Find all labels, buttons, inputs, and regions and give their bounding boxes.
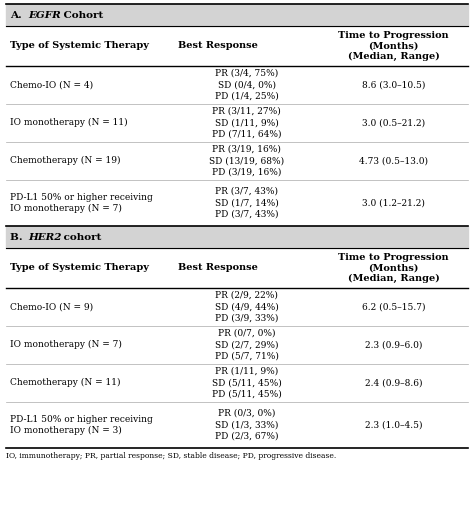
Text: Time to Progression
(Months)
(Median, Range): Time to Progression (Months) (Median, Ra… bbox=[338, 253, 449, 283]
Text: PR (0/3, 0%): PR (0/3, 0%) bbox=[218, 409, 275, 418]
Text: SD (0/4, 0%): SD (0/4, 0%) bbox=[218, 80, 275, 89]
Text: SD (1/11, 9%): SD (1/11, 9%) bbox=[215, 118, 278, 127]
Text: Best Response: Best Response bbox=[178, 41, 258, 51]
Text: 8.6 (3.0–10.5): 8.6 (3.0–10.5) bbox=[362, 80, 425, 89]
Text: 6.2 (0.5–15.7): 6.2 (0.5–15.7) bbox=[362, 302, 425, 312]
Text: PD (2/3, 67%): PD (2/3, 67%) bbox=[215, 432, 278, 441]
Text: 3.0 (1.2–21.2): 3.0 (1.2–21.2) bbox=[362, 198, 425, 208]
Text: SD (5/11, 45%): SD (5/11, 45%) bbox=[212, 378, 282, 387]
Text: PR (3/7, 43%): PR (3/7, 43%) bbox=[215, 187, 278, 196]
Text: PD (1/4, 25%): PD (1/4, 25%) bbox=[215, 92, 278, 101]
Text: IO monotherapy (N = 3): IO monotherapy (N = 3) bbox=[10, 426, 122, 435]
Text: Chemotherapy (N = 11): Chemotherapy (N = 11) bbox=[10, 378, 120, 387]
Text: 2.3 (1.0–4.5): 2.3 (1.0–4.5) bbox=[365, 421, 422, 429]
Text: 2.4 (0.9–8.6): 2.4 (0.9–8.6) bbox=[365, 379, 422, 387]
Text: PR (3/19, 16%): PR (3/19, 16%) bbox=[212, 145, 281, 154]
Text: IO monotherapy (N = 7): IO monotherapy (N = 7) bbox=[10, 340, 122, 349]
Text: PR (0/7, 0%): PR (0/7, 0%) bbox=[218, 329, 275, 338]
Text: PD (3/19, 16%): PD (3/19, 16%) bbox=[212, 168, 281, 177]
Text: Time to Progression
(Months)
(Median, Range): Time to Progression (Months) (Median, Ra… bbox=[338, 31, 449, 61]
Text: B.: B. bbox=[10, 232, 26, 241]
Bar bbox=[6, 4, 468, 26]
Bar bbox=[6, 226, 468, 248]
Text: Cohort: Cohort bbox=[60, 11, 103, 20]
Text: Type of Systemic Therapy: Type of Systemic Therapy bbox=[10, 264, 149, 273]
Text: 2.3 (0.9–6.0): 2.3 (0.9–6.0) bbox=[365, 340, 422, 349]
Text: SD (1/3, 33%): SD (1/3, 33%) bbox=[215, 420, 278, 429]
Text: PR (3/4, 75%): PR (3/4, 75%) bbox=[215, 69, 278, 78]
Text: 3.0 (0.5–21.2): 3.0 (0.5–21.2) bbox=[362, 119, 425, 127]
Text: Chemotherapy (N = 19): Chemotherapy (N = 19) bbox=[10, 156, 120, 165]
Text: Type of Systemic Therapy: Type of Systemic Therapy bbox=[10, 41, 149, 51]
Text: PR (2/9, 22%): PR (2/9, 22%) bbox=[215, 291, 278, 300]
Text: IO monotherapy (N = 7): IO monotherapy (N = 7) bbox=[10, 204, 122, 213]
Text: PD (5/7, 71%): PD (5/7, 71%) bbox=[215, 352, 279, 361]
Text: SD (13/19, 68%): SD (13/19, 68%) bbox=[209, 156, 284, 165]
Text: Best Response: Best Response bbox=[178, 264, 258, 273]
Text: PD (5/11, 45%): PD (5/11, 45%) bbox=[212, 390, 282, 399]
Text: IO monotherapy (N = 11): IO monotherapy (N = 11) bbox=[10, 118, 128, 127]
Text: EGFR: EGFR bbox=[28, 11, 61, 20]
Text: A.: A. bbox=[10, 11, 26, 20]
Text: PD (3/7, 43%): PD (3/7, 43%) bbox=[215, 210, 278, 219]
Text: PD (3/9, 33%): PD (3/9, 33%) bbox=[215, 314, 278, 323]
Text: PR (1/11, 9%): PR (1/11, 9%) bbox=[215, 367, 278, 376]
Text: 4.73 (0.5–13.0): 4.73 (0.5–13.0) bbox=[359, 157, 428, 166]
Text: HER2: HER2 bbox=[28, 232, 62, 241]
Text: PD (7/11, 64%): PD (7/11, 64%) bbox=[212, 130, 281, 139]
Text: cohort: cohort bbox=[60, 232, 101, 241]
Text: IO, immunotherapy; PR, partial response; SD, stable disease; PD, progressive dis: IO, immunotherapy; PR, partial response;… bbox=[6, 452, 336, 460]
Text: PD-L1 50% or higher receiving: PD-L1 50% or higher receiving bbox=[10, 192, 153, 201]
Text: PD-L1 50% or higher receiving: PD-L1 50% or higher receiving bbox=[10, 415, 153, 424]
Text: PR (3/11, 27%): PR (3/11, 27%) bbox=[212, 107, 281, 116]
Text: Chemo-IO (N = 4): Chemo-IO (N = 4) bbox=[10, 80, 93, 89]
Text: SD (4/9, 44%): SD (4/9, 44%) bbox=[215, 302, 278, 311]
Text: Chemo-IO (N = 9): Chemo-IO (N = 9) bbox=[10, 302, 93, 311]
Text: SD (2/7, 29%): SD (2/7, 29%) bbox=[215, 340, 278, 349]
Text: SD (1/7, 14%): SD (1/7, 14%) bbox=[215, 198, 278, 207]
